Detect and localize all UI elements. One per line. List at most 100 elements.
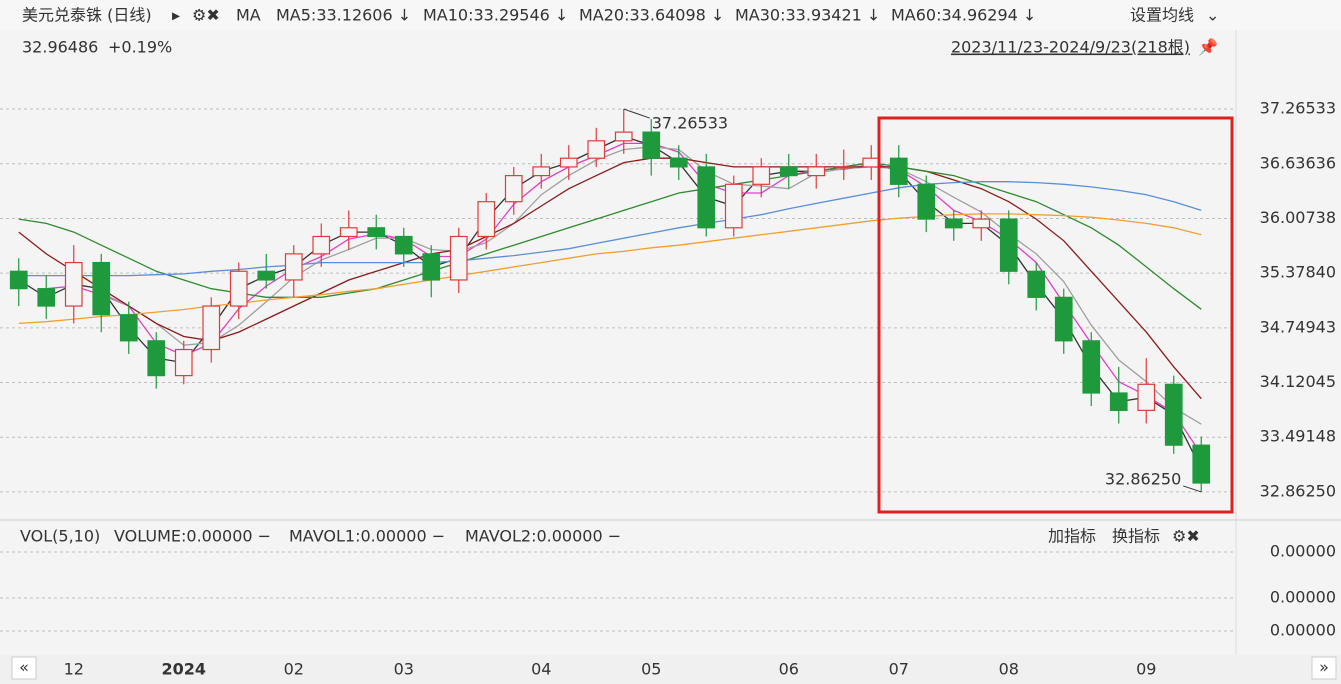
candle-body — [394, 235, 413, 255]
candle-body — [64, 261, 83, 307]
ma-legend[interactable]: MA10:33.29546 ↓ — [423, 6, 568, 25]
dropdown-icon[interactable]: ⌄ — [1206, 6, 1219, 25]
scroll-right-icon[interactable]: » — [1319, 658, 1329, 677]
ma-line — [18, 181, 1202, 277]
candle-body — [1192, 444, 1211, 484]
candle-body — [202, 305, 221, 351]
date-range[interactable]: 2023/11/23-2024/9/23(218根) — [951, 38, 1190, 57]
volume-title: VOL(5,10) — [20, 527, 100, 546]
candle-body — [724, 183, 743, 229]
candle-body — [834, 166, 853, 169]
volume-axis-label: 0.00000 — [1270, 588, 1336, 607]
candle-body — [999, 218, 1018, 272]
candle-body — [1109, 392, 1128, 411]
ma-legend[interactable]: MA5:33.12606 ↓ — [276, 6, 411, 25]
x-tick-label: 06 — [779, 660, 799, 679]
candle-body — [587, 140, 606, 159]
time-axis — [0, 655, 1341, 684]
volume-legend: MAVOL2:0.00000 − — [465, 527, 621, 546]
x-tick-label: 04 — [531, 660, 551, 679]
candle-body — [477, 201, 496, 238]
candle-body — [367, 227, 386, 238]
expand-icon[interactable]: ▸ — [172, 6, 180, 25]
volume-panel: VOL(5,10) 加指标 换指标 ⚙✖ VOLUME:0.00000 − MAV… — [0, 527, 1336, 640]
volume-legend: MAVOL1:0.00000 − — [289, 527, 445, 546]
ma-legend[interactable]: MA30:33.93421 ↓ — [735, 6, 880, 25]
candle-body — [642, 131, 661, 159]
candle-body — [229, 270, 248, 307]
ma-label: MA — [236, 6, 261, 25]
candle-body — [917, 183, 936, 220]
add-indicator[interactable]: 加指标 — [1048, 527, 1096, 546]
candle-body — [37, 288, 56, 307]
y-tick-label: 36.63636 — [1260, 153, 1336, 172]
ma-settings[interactable]: 设置均线 — [1130, 6, 1194, 25]
x-tick-label: 2024 — [161, 660, 206, 679]
annotation-arrow — [1183, 485, 1202, 493]
x-tick-label: 12 — [64, 660, 84, 679]
x-tick-label: 03 — [394, 660, 414, 679]
candle-body — [1054, 296, 1073, 342]
y-tick-label: 34.12045 — [1260, 372, 1336, 391]
candle-body — [1027, 270, 1046, 298]
volume-axis-label: 0.00000 — [1270, 542, 1336, 561]
switch-indicator[interactable]: 换指标 — [1112, 527, 1160, 546]
candle-body — [697, 166, 716, 229]
ma-legend[interactable]: MA20:33.64098 ↓ — [579, 6, 724, 25]
candle-body — [889, 157, 908, 185]
header-bar — [0, 0, 1341, 30]
candle-body — [752, 166, 771, 185]
candle-body — [339, 227, 358, 238]
candle-body — [284, 253, 303, 281]
x-tick-label: 07 — [889, 660, 909, 679]
candle-body — [1137, 383, 1156, 411]
scroll-left[interactable] — [11, 656, 37, 680]
volume-axis-label: 0.00000 — [1270, 621, 1336, 640]
candle-body — [614, 131, 633, 142]
candle-body — [1164, 383, 1183, 446]
y-tick-label: 33.49148 — [1260, 427, 1336, 446]
settings-icon[interactable]: ⚙✖ — [192, 6, 220, 25]
candle-body — [532, 166, 551, 177]
instrument-title[interactable]: 美元兑泰铢 (日线) — [22, 6, 152, 25]
scroll-left-icon[interactable]: « — [19, 658, 29, 677]
candle-body — [9, 270, 28, 290]
highlight-box — [877, 116, 1234, 514]
candle-body — [257, 270, 276, 281]
annotation-arrow — [623, 108, 650, 119]
y-tick-label: 36.00738 — [1260, 208, 1336, 227]
candle-body — [779, 166, 798, 177]
ma-legend[interactable]: MA60:34.96294 ↓ — [891, 6, 1036, 25]
candle-body — [92, 261, 111, 316]
candle-body — [312, 235, 331, 255]
candle-body — [174, 348, 193, 377]
candle-body — [972, 218, 991, 229]
candle-body — [119, 314, 138, 342]
y-tick-label: 32.86250 — [1260, 481, 1336, 500]
candle-body — [559, 157, 578, 168]
volume-legend: VOLUME:0.00000 − — [114, 527, 271, 546]
x-tick-label: 08 — [999, 660, 1019, 679]
candle-body — [147, 340, 166, 377]
price-change: +0.19% — [108, 38, 172, 57]
candle-body — [449, 235, 468, 281]
x-tick-label: 02 — [284, 660, 304, 679]
panel-icons[interactable]: ⚙✖ — [1172, 527, 1200, 546]
pin-icon[interactable]: 📌 — [1198, 38, 1218, 57]
candle-body — [862, 157, 881, 168]
candle-body — [1082, 340, 1101, 394]
last-price: 32.96486 — [22, 38, 98, 57]
x-tick-label: 05 — [641, 660, 661, 679]
candle-body — [669, 157, 688, 168]
candle-body — [422, 253, 441, 281]
x-tick-label: 09 — [1136, 660, 1156, 679]
y-tick-label: 35.37840 — [1260, 263, 1336, 282]
y-tick-label: 34.74943 — [1260, 317, 1336, 336]
annotation-label: 32.86250 — [1105, 469, 1181, 488]
ma-line — [18, 161, 1202, 310]
y-tick-label: 37.26533 — [1260, 99, 1336, 118]
scroll-right[interactable] — [1311, 656, 1337, 680]
candle-body — [807, 166, 826, 177]
candle-body — [944, 218, 963, 229]
